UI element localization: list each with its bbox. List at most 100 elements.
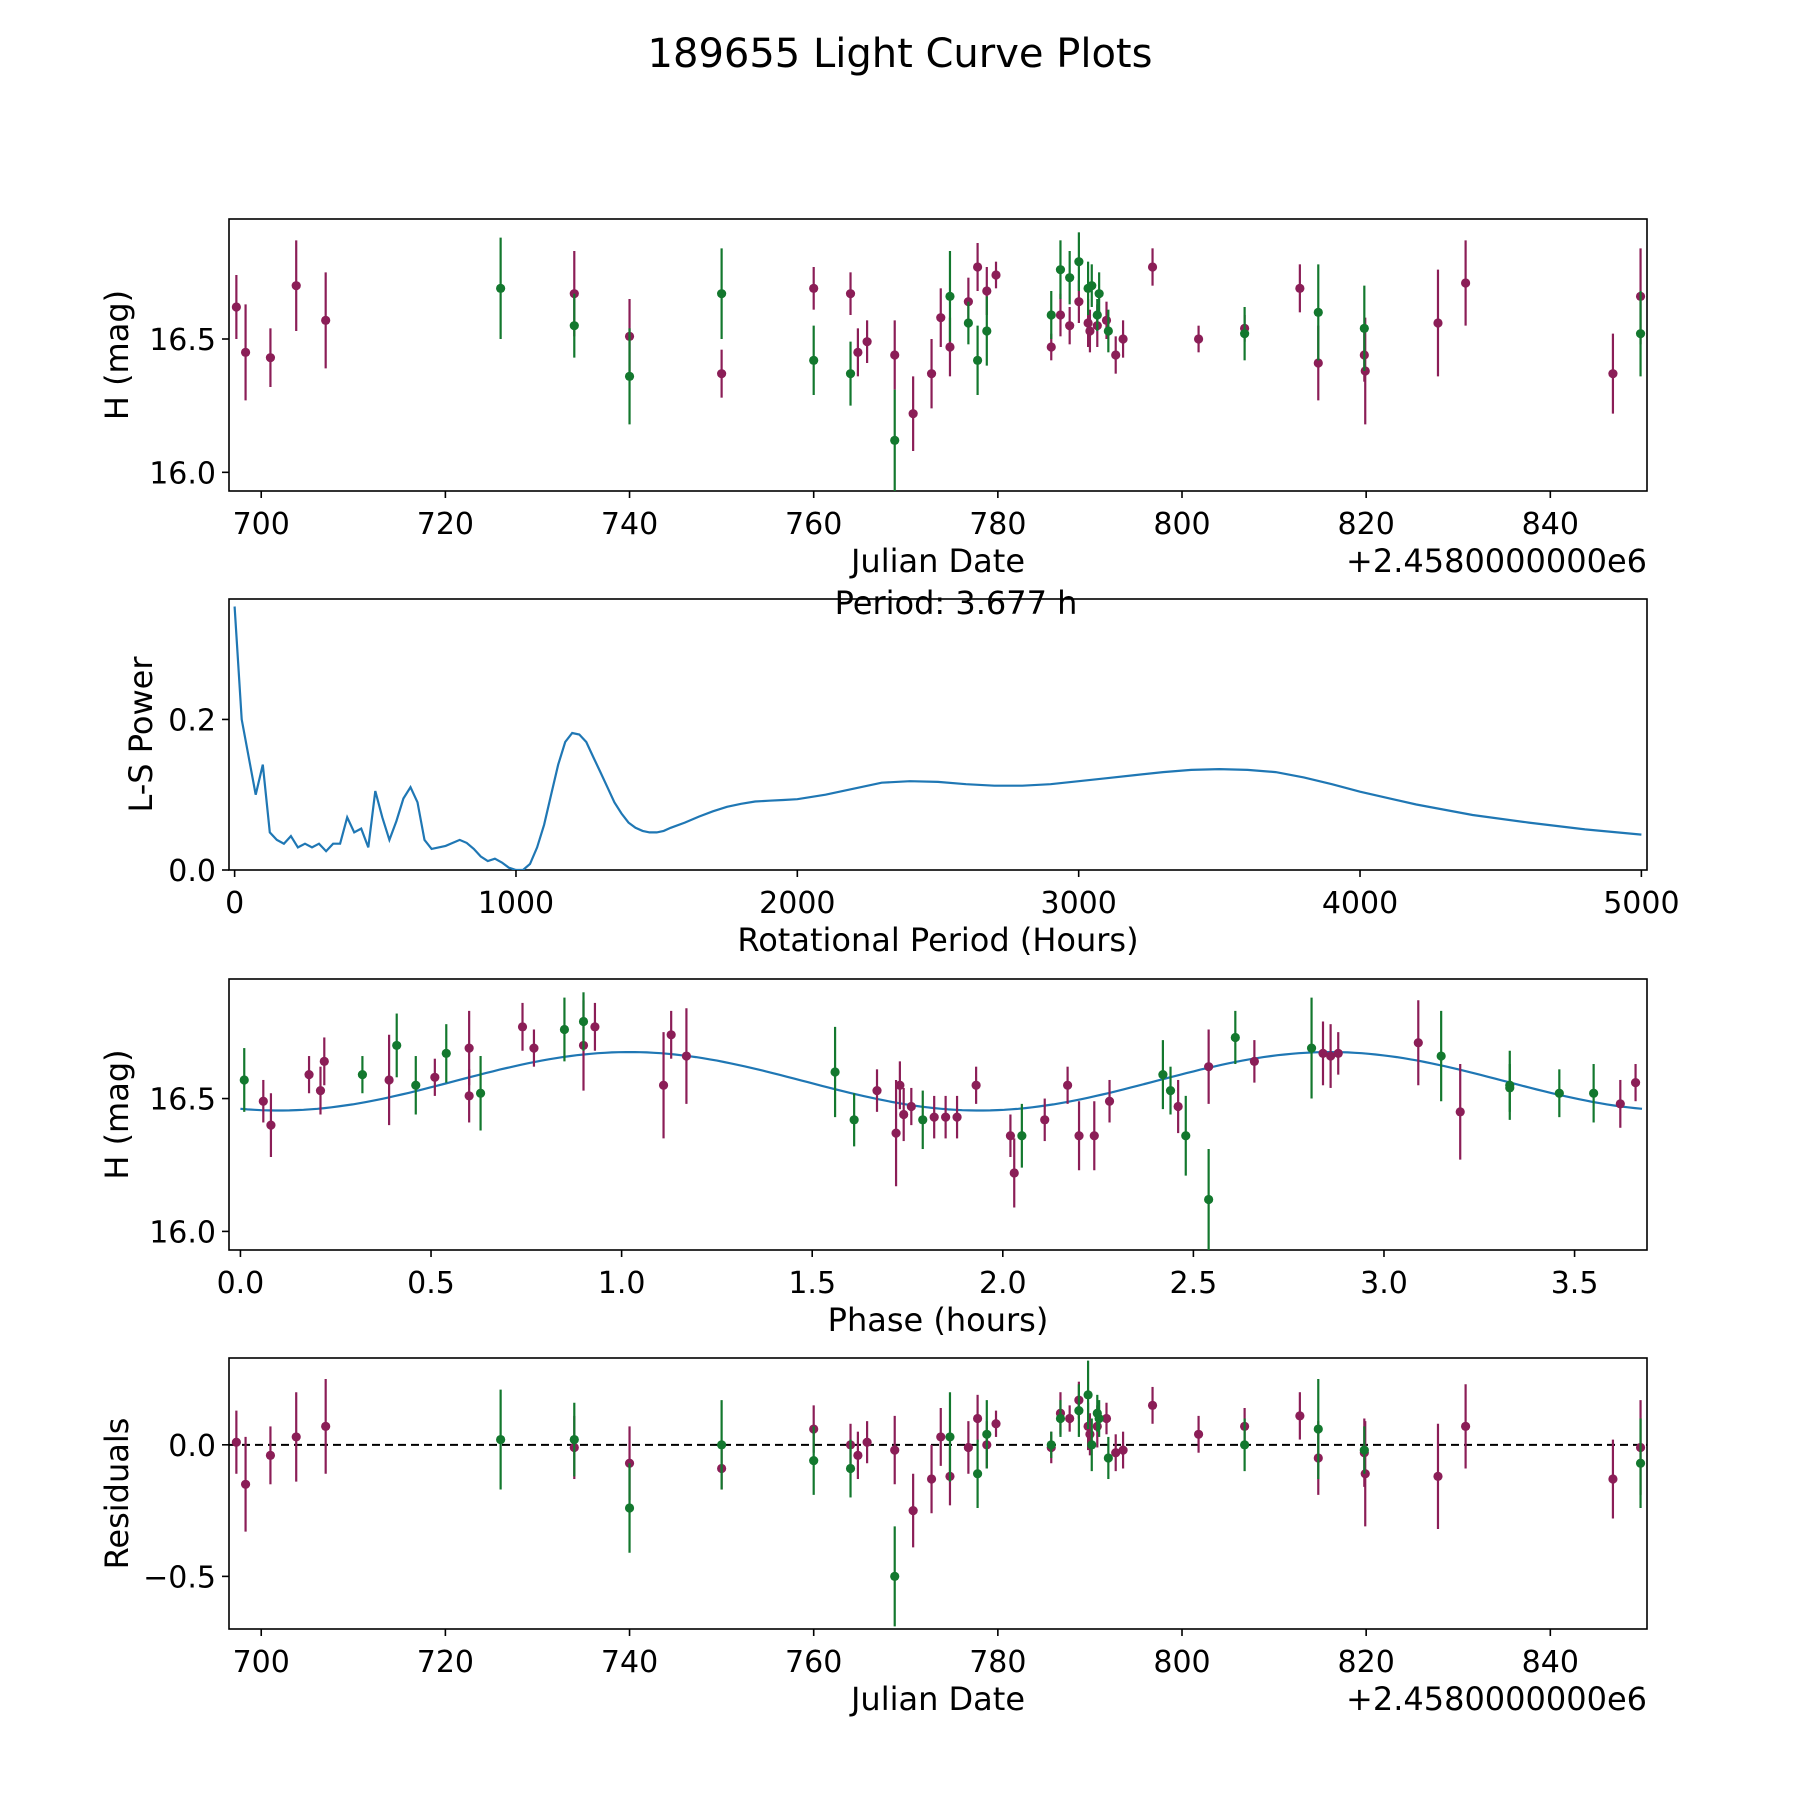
x-tick-label: 820: [1338, 507, 1395, 542]
x-tick-label: 720: [417, 1645, 474, 1680]
data-point: [231, 1437, 241, 1447]
data-point: [1065, 273, 1075, 283]
data-point: [1313, 1424, 1323, 1434]
data-point: [1111, 1448, 1121, 1458]
x-tick-label: 700: [233, 1645, 290, 1680]
data-point: [392, 1040, 402, 1051]
x-tick-label: 0.0: [217, 1266, 265, 1301]
data-point: [624, 1503, 635, 1513]
data-point: [1608, 369, 1618, 379]
data-point: [291, 281, 301, 291]
plot-area: [229, 1360, 1647, 1627]
data-point: [1589, 1088, 1599, 1098]
data-point: [681, 1051, 692, 1061]
axes-frame: [228, 1357, 1648, 1630]
data-point: [853, 1450, 863, 1460]
data-point: [1092, 310, 1102, 320]
data-point: [1094, 289, 1104, 299]
data-point: [717, 369, 727, 379]
y-tick-label: 16.0: [149, 456, 216, 491]
x-axis-label: Julian Date: [849, 1680, 1025, 1718]
data-point: [464, 1043, 474, 1053]
data-point: [1083, 1390, 1093, 1400]
data-point: [918, 1115, 928, 1125]
x-tick-label: 2.5: [1170, 1266, 1218, 1301]
data-point: [1413, 1038, 1423, 1048]
x-offset-label: +2.4580000000e6: [1346, 1680, 1647, 1718]
data-point: [891, 1128, 901, 1138]
x-tick-label: 0.5: [407, 1266, 455, 1301]
data-point: [658, 1080, 669, 1090]
data-point: [1055, 310, 1066, 320]
phase-folded-panel: 0.0 0.5 1.0 1.5 2.0 2.5 3.0 3.5 16.0 16.5 Phase (h…: [98, 978, 1648, 1339]
data-point: [441, 1048, 451, 1058]
data-point: [1094, 1413, 1104, 1424]
data-point: [982, 1429, 992, 1439]
data-point: [1055, 1413, 1066, 1424]
x-axis-label: Rotational Period (Hours): [737, 921, 1138, 959]
x-tick-label: 840: [1522, 1645, 1579, 1680]
data-point: [1087, 281, 1097, 291]
data-point: [1046, 310, 1056, 320]
data-point: [908, 409, 918, 419]
x-offset-label: +2.4580000000e6: [1346, 542, 1647, 580]
data-point: [853, 347, 863, 357]
x-tick-label: 2000: [759, 886, 835, 921]
data-point: [1055, 265, 1066, 275]
data-point: [266, 1120, 276, 1130]
data-point: [1074, 1131, 1084, 1141]
data-point: [1313, 358, 1323, 368]
x-tick-label: 1.5: [788, 1266, 836, 1301]
axes-frame: [228, 978, 1648, 1251]
data-point: [908, 1506, 918, 1516]
x-tick-label: 4000: [1322, 886, 1398, 921]
data-point: [845, 369, 856, 379]
y-tick-label: −0.5: [143, 1560, 216, 1595]
x-tick-label: 800: [1153, 507, 1210, 542]
data-point: [496, 1434, 506, 1445]
data-point: [972, 355, 983, 365]
data-point: [529, 1043, 539, 1053]
data-point: [845, 1463, 856, 1474]
data-point: [936, 313, 946, 323]
data-point: [830, 1067, 840, 1077]
data-point: [1204, 1194, 1214, 1205]
x-tick-label: 840: [1522, 507, 1579, 542]
plot-area: [231, 232, 1646, 491]
data-point: [319, 1056, 329, 1066]
data-point: [1074, 297, 1084, 307]
data-point: [1074, 257, 1084, 267]
x-tick-label: 800: [1153, 1645, 1210, 1680]
data-point: [1085, 1429, 1095, 1439]
x-axis-label: Julian Date: [849, 542, 1025, 580]
data-point: [1065, 321, 1075, 331]
data-point: [1074, 1406, 1084, 1416]
y-axis-label: Residuals: [98, 1418, 136, 1570]
x-tick-label: 740: [601, 1645, 658, 1680]
data-point: [265, 353, 276, 363]
data-point: [578, 1016, 589, 1027]
residuals-panel: 700 720 740 760 780 800 820 840 0.0 −0.5 Julian Da…: [98, 1357, 1648, 1718]
data-point: [1181, 1131, 1191, 1141]
data-point: [321, 1421, 331, 1432]
data-point: [890, 350, 900, 360]
data-point: [717, 289, 727, 299]
data-point: [1101, 1413, 1112, 1424]
data-point: [972, 262, 983, 272]
data-point: [384, 1075, 394, 1085]
data-point: [809, 355, 819, 365]
x-tick-label: 720: [417, 507, 474, 542]
data-point: [1295, 283, 1305, 293]
data-point: [991, 270, 1001, 280]
data-point: [1461, 1421, 1471, 1432]
data-point: [1326, 1051, 1336, 1061]
data-point: [1461, 278, 1471, 288]
periodogram-line: [233, 606, 1642, 870]
axes-frame: [228, 598, 1648, 871]
data-point: [1193, 1429, 1204, 1439]
data-point: [1615, 1099, 1625, 1109]
data-point: [666, 1030, 676, 1040]
data-point: [926, 369, 937, 379]
data-point: [1295, 1411, 1305, 1421]
data-point: [1313, 307, 1323, 317]
